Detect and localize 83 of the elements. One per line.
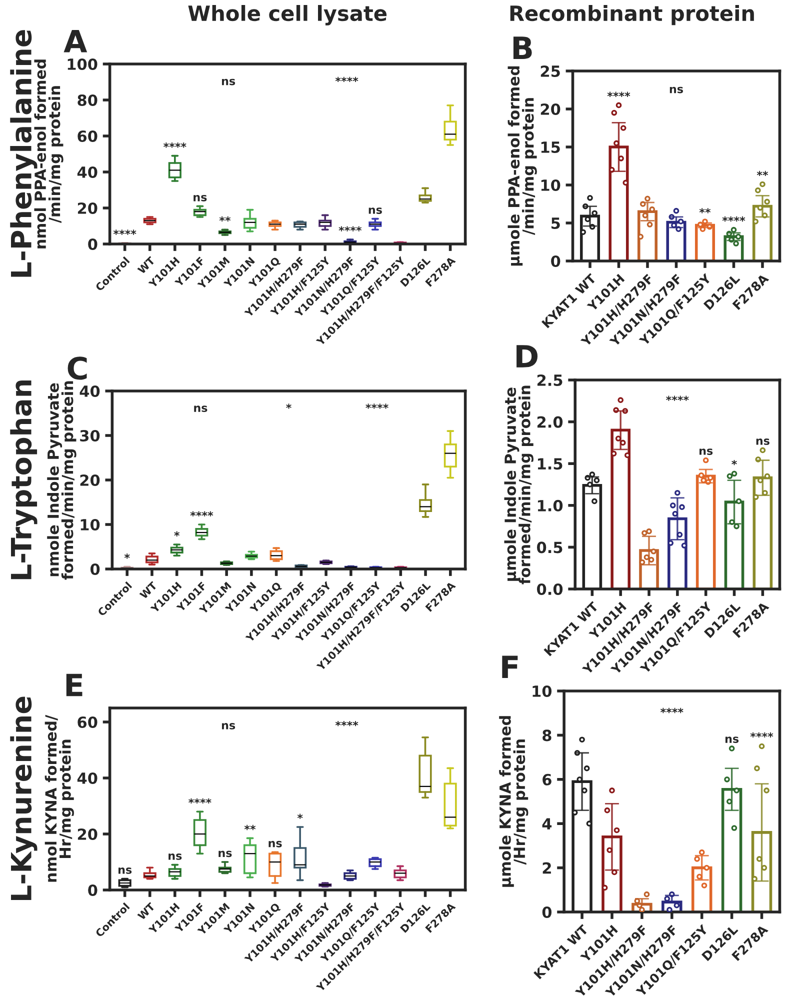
annotation: *	[297, 814, 303, 819]
y-tick-label: 100	[68, 58, 98, 70]
y-tick-label: 20	[540, 103, 560, 116]
annotation: ns	[194, 194, 207, 202]
y-axis-title: µmole Indole Pyruvate formed/min/mg protein	[504, 386, 534, 584]
chart-title: E	[66, 674, 82, 696]
annotation: ****	[335, 721, 358, 726]
annotation: ns	[218, 850, 232, 858]
annotation: ****	[607, 92, 630, 97]
text: L-Tryptophan	[10, 380, 38, 580]
annotation: ****	[660, 708, 684, 714]
y-axis-title: nmol KYNA formed/ Hr/mg protein	[44, 714, 74, 882]
y-tick-label: 0	[551, 255, 560, 268]
y-tick-label: 40	[80, 385, 100, 398]
annotation: ****	[164, 142, 186, 148]
y-tick-label: 80	[78, 94, 98, 106]
y-tick-label: 1.0	[538, 500, 563, 512]
annotation: **	[756, 170, 768, 176]
annotation: **	[699, 208, 711, 214]
y-tick-label: 0	[542, 906, 552, 918]
text: Whole cell lysate	[188, 5, 387, 26]
annotation: ****	[335, 76, 358, 82]
y-axis-title: nmole Indole Pyruvate formed/min/mg protein	[47, 381, 76, 580]
y-tick-label: 2.5	[537, 374, 562, 386]
chart-title: D	[516, 345, 538, 368]
y-tick-label: 10	[541, 179, 560, 192]
annotation: ns	[725, 736, 739, 743]
annotation: ns	[756, 438, 770, 445]
annotation: ns	[118, 868, 132, 874]
annotation: **	[219, 216, 231, 222]
y-tick-label: 10	[80, 518, 100, 531]
y-tick-label: 0	[88, 238, 98, 250]
chart-title: B	[513, 36, 532, 59]
y-tick-label: 25	[540, 65, 560, 78]
annotation: *	[732, 460, 737, 466]
y-tick-label: 6	[542, 774, 552, 786]
chart-title: C	[68, 356, 87, 380]
y-tick-label: 10	[532, 685, 552, 698]
annotation: *	[124, 554, 130, 559]
annotation: ****	[666, 396, 689, 401]
text: L-Kynurenine	[10, 696, 38, 900]
annotation: ****	[190, 511, 214, 516]
y-tick-label: 30	[80, 430, 100, 442]
y-tick-label: 0.0	[536, 583, 563, 596]
y-tick-label: 0	[90, 563, 100, 576]
y-tick-label: 20	[78, 202, 98, 214]
chart-title: A	[64, 30, 88, 52]
annotation: ****	[366, 404, 388, 409]
y-tick-label: 1.5	[538, 458, 562, 470]
y-tick-label: 8	[542, 730, 552, 742]
annotation: ****	[338, 226, 362, 232]
annotation: ns	[168, 854, 182, 860]
y-tick-label: 20	[78, 828, 98, 840]
y-tick-label: 20	[80, 474, 100, 486]
annotation: ****	[722, 216, 746, 222]
y-tick-label: 40	[77, 772, 98, 784]
annotation: ****	[113, 230, 136, 235]
y-tick-label: 60	[78, 716, 98, 728]
annotation: ns	[222, 78, 236, 86]
annotation: ns	[670, 86, 683, 94]
y-tick-label: 4	[542, 818, 552, 830]
annotation: ns	[268, 840, 282, 848]
annotation: **	[244, 824, 256, 830]
annotation: ****	[750, 732, 774, 738]
annotation: ns	[700, 448, 713, 455]
annotation: ns	[368, 208, 382, 214]
chart-title: F	[502, 656, 518, 678]
annotation: *	[286, 404, 292, 409]
annotation: ****	[188, 798, 212, 804]
text: Recombinant protein	[510, 5, 754, 26]
y-axis-title: µmole KYNA formed /Hr/mg protein	[499, 716, 528, 887]
y-tick-label: 0.5	[536, 542, 562, 554]
y-axis-title: µmole PPA-enol formed /min/mg protein	[508, 66, 537, 266]
annotation: ns	[222, 723, 236, 730]
annotation: *	[174, 531, 180, 536]
y-tick-label: 5	[551, 218, 560, 230]
y-tick-label: 2.0	[537, 416, 563, 428]
y-tick-label: 60	[78, 130, 98, 142]
y-tick-label: 2	[542, 862, 551, 874]
annotation: ns	[194, 406, 208, 412]
y-tick-label: 0	[88, 884, 98, 896]
y-tick-label: 40	[77, 166, 98, 178]
y-tick-label: 15	[541, 142, 560, 154]
